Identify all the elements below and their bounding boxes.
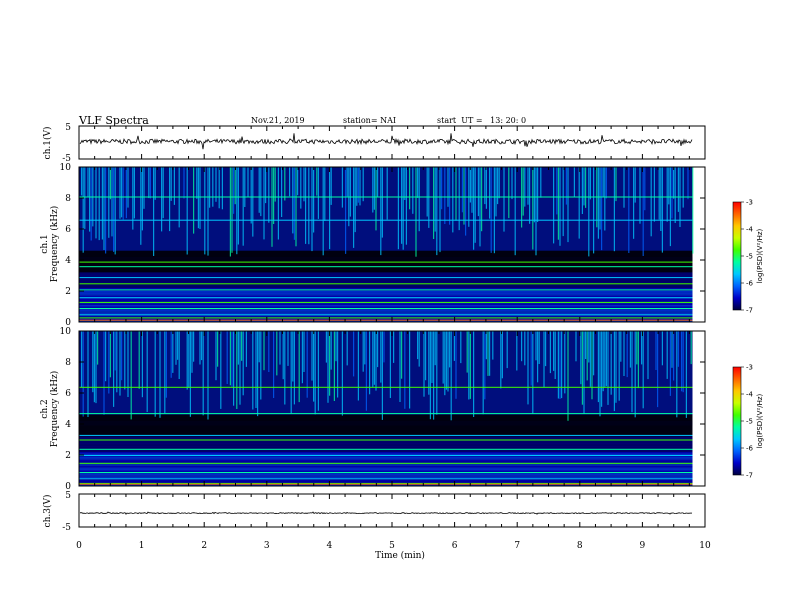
- ch2_spec-ytick: 8: [65, 358, 71, 368]
- ch1-colorbar: -3 -4 -5 -6 -7 log(PSD)(V²/Hz): [732, 199, 764, 315]
- x-tick-label: 10: [699, 541, 711, 551]
- ch1-waveform-trace: [79, 133, 693, 150]
- colorbar-tick: -6: [746, 445, 754, 453]
- colorbar-gradient: [732, 201, 742, 311]
- ch1_spec-ytick: 8: [65, 194, 71, 204]
- ch2_spec-ytick: 4: [65, 420, 71, 430]
- ch1_spec-ytick: 6: [65, 225, 71, 235]
- ch1-spec-ylabel-frequency: Frequency (kHz): [49, 206, 60, 283]
- x-tick-label: 0: [76, 541, 82, 551]
- colorbar-tick: -3: [746, 199, 753, 207]
- ch1-wave-ylabel: ch.1(V): [42, 127, 53, 160]
- colorbar-tick: -5: [746, 253, 753, 261]
- x-tick-label: 6: [452, 541, 458, 551]
- figure-title: VLF Spectra: [79, 114, 149, 127]
- ch1_spec-ytick: 2: [65, 287, 71, 297]
- colorbar-tick: -7: [746, 472, 753, 480]
- ch1_spec-ytick: 10: [60, 163, 72, 173]
- ch2-spec-ylabel-frequency: Frequency (kHz): [49, 371, 60, 448]
- colorbar-label: log(PSD)(V²/Hz): [756, 228, 764, 283]
- start-time-label: start UT = 13: 20: 0: [437, 116, 527, 125]
- ch1-spectrogram-image: [79, 167, 694, 322]
- ch3-wave-ytick-top: 5: [65, 491, 71, 501]
- ch2-spectrogram-panel: 10 8 6 4 2 0 ch.2 Frequency (kHz): [40, 327, 706, 492]
- x-tick-label: 1: [139, 541, 145, 551]
- x-tick-label: 2: [201, 541, 207, 551]
- ch2-colorbar: -3 -4 -5 -6 -7 log(PSD)(V²/Hz): [732, 364, 764, 480]
- ch1-wave-ytick-bottom: -5: [62, 154, 71, 164]
- ch2_spec-ytick: 6: [65, 389, 71, 399]
- x-tick-label: 3: [264, 541, 270, 551]
- ch3-wave-ylabel: ch.3(V): [42, 495, 53, 528]
- ch2_spec-ytick: 0: [65, 482, 71, 492]
- ch2_spec-ytick: 2: [65, 451, 71, 461]
- x-tick-label: 9: [640, 541, 646, 551]
- ch1-spectrogram-panel: 10 8 6 4 2 0 ch.1 Frequency (kHz): [40, 163, 706, 328]
- station-label: station= NAI: [343, 116, 397, 125]
- x-tick-label: 5: [389, 541, 395, 551]
- x-axis-label: Time (min): [375, 550, 425, 561]
- colorbar-tick: -6: [746, 280, 754, 288]
- ch2-spec-ylabel: ch.2: [40, 399, 50, 418]
- x-tick-label: 8: [577, 541, 583, 551]
- x-tick-label: 4: [327, 541, 333, 551]
- colorbar-gradient: [732, 366, 742, 476]
- colorbar-tick: -5: [746, 418, 753, 426]
- ch1_spec-ytick: 0: [65, 318, 71, 328]
- ch2_spec-ytick: 10: [60, 327, 72, 337]
- colorbar-label: log(PSD)(V²/Hz): [756, 393, 764, 448]
- ch1-spec-ylabel: ch.1: [40, 234, 50, 253]
- ch3-waveform-trace: [79, 511, 693, 515]
- x-tick-label: 7: [514, 541, 520, 551]
- colorbar-tick: -4: [746, 226, 754, 234]
- colorbar-tick: -4: [746, 391, 754, 399]
- ch1-wave-ytick-top: 5: [65, 123, 71, 133]
- date-label: Nov.21, 2019: [251, 116, 305, 125]
- ch2-spectrogram-image: [79, 331, 693, 486]
- ch3-wave-ytick-bottom: -5: [62, 523, 71, 533]
- time-axis: 0 1 2 3 4 5 6 7 8 9 10: [76, 126, 711, 551]
- ch1_spec-ytick: 4: [65, 256, 71, 266]
- colorbar-tick: -7: [746, 307, 753, 315]
- colorbar-tick: -3: [746, 364, 753, 372]
